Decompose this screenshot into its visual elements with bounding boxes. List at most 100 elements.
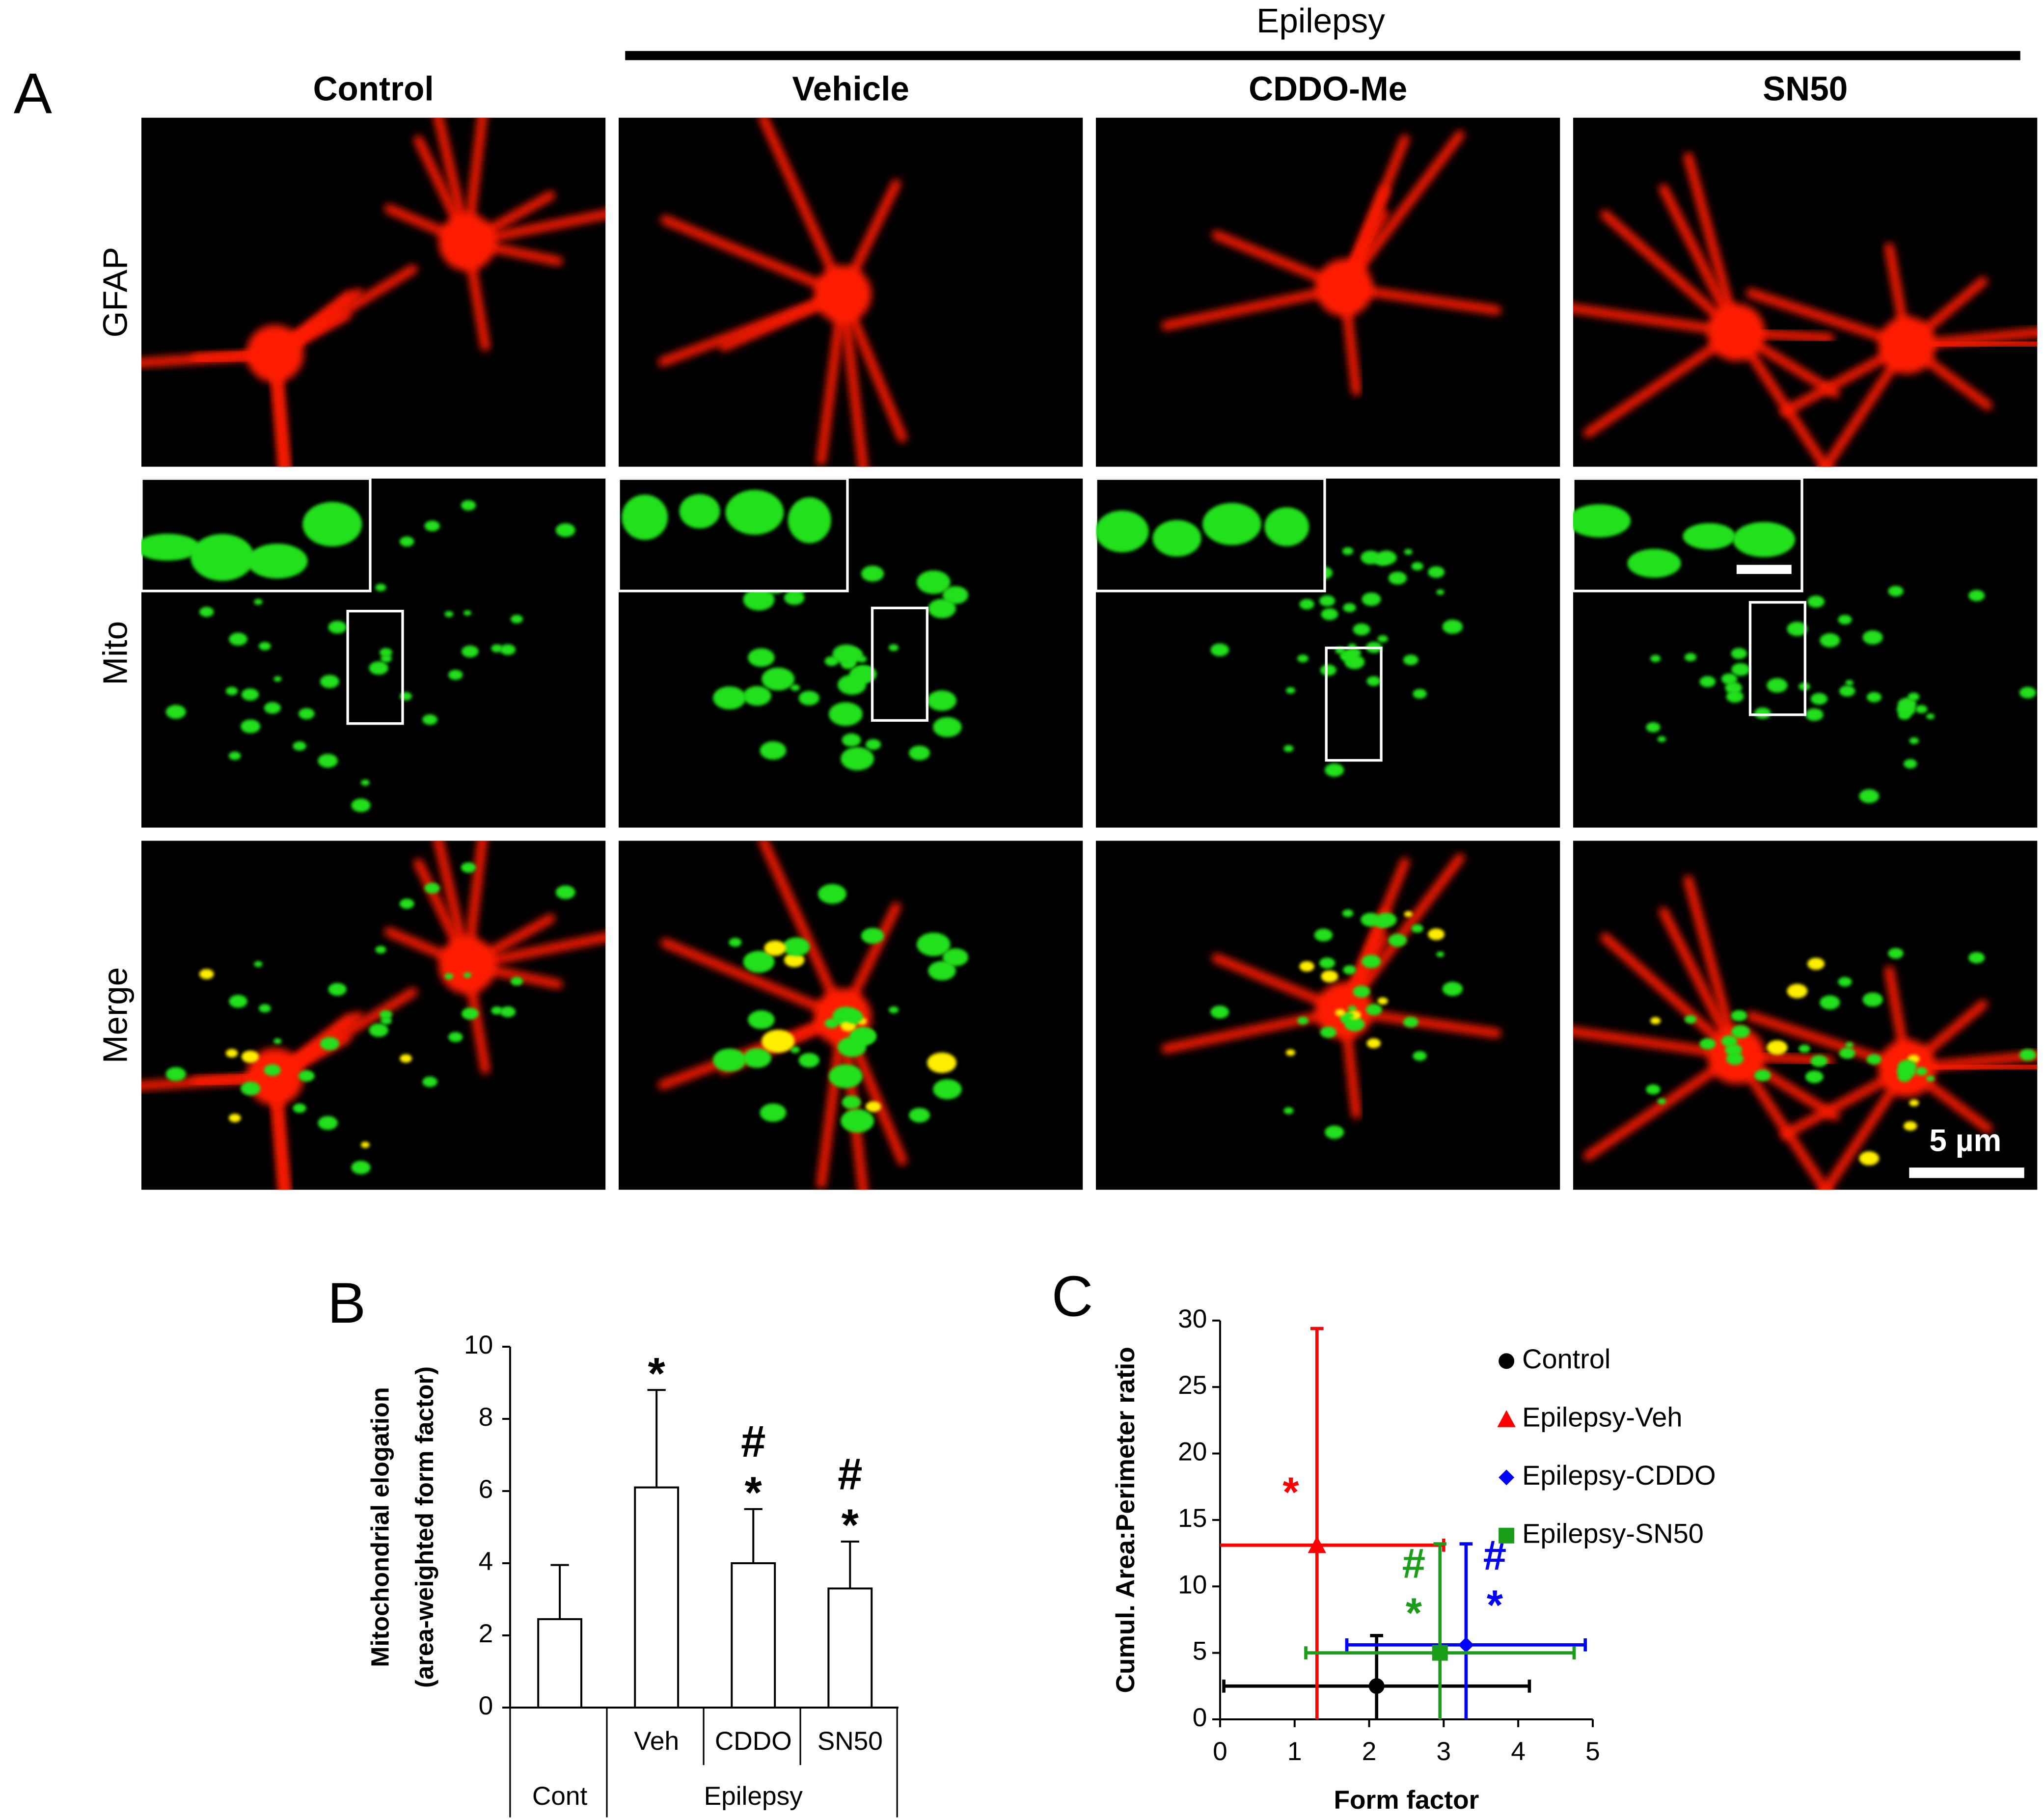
mito-particle	[491, 1006, 503, 1015]
mito-particle	[375, 583, 386, 592]
mito-particle	[1859, 1151, 1880, 1166]
mito-particle	[165, 705, 186, 719]
y-tick-label: 25	[1178, 1371, 1207, 1400]
mito-particle	[1413, 689, 1427, 699]
legend-label: Epilepsy-CDDO	[1522, 1460, 1716, 1491]
mito-particle	[942, 948, 969, 967]
mito-particle	[1362, 954, 1381, 968]
mito-particle	[2019, 1049, 2036, 1061]
gfap-process	[660, 215, 847, 299]
mito-particle	[1968, 590, 1985, 601]
micrograph	[141, 841, 606, 1190]
mito-particle	[510, 977, 523, 986]
legend-marker	[1499, 1353, 1515, 1369]
mito-particle	[748, 648, 775, 667]
mito-particle	[1283, 1107, 1294, 1114]
mito-particle	[1411, 562, 1423, 571]
mito-particle	[784, 591, 805, 605]
y-axis-label: Cumul. Area:Perimeter ratio	[1111, 1347, 1140, 1693]
x-tick-label: Veh	[634, 1727, 679, 1756]
mito-particle	[1353, 623, 1370, 636]
mito-particle	[1810, 1055, 1828, 1067]
mito-particle	[500, 1006, 516, 1018]
mito-particle	[909, 1108, 930, 1123]
inset-particle	[302, 502, 362, 547]
mito-particle	[1320, 664, 1336, 676]
gfap-process	[1339, 130, 1465, 293]
mito-particle	[1376, 550, 1397, 565]
mito-particle	[448, 1032, 463, 1042]
mito-particle	[1411, 924, 1423, 933]
mito-particle	[1366, 676, 1381, 686]
mito-particle	[273, 676, 282, 682]
mito-particle	[1926, 713, 1935, 720]
mito-particle	[298, 1070, 315, 1082]
mito-particle	[293, 741, 306, 751]
inset-particle	[1733, 522, 1796, 557]
mito-particle	[1388, 933, 1407, 947]
mito-particle	[369, 1023, 388, 1037]
panel-label: C	[1052, 1264, 1093, 1329]
zoom-box	[1748, 601, 1807, 716]
mito-particle	[1319, 595, 1335, 607]
gfap-process	[1573, 303, 1741, 337]
mito-particle	[1299, 961, 1314, 972]
gfap-process	[1600, 210, 1741, 337]
mito-particle	[369, 661, 388, 675]
mito-particle	[1968, 952, 1985, 964]
mito-particle	[1839, 685, 1855, 697]
mito-particle	[1838, 615, 1852, 625]
gfap-process	[1573, 1027, 1741, 1060]
y-tick-label: 6	[479, 1475, 493, 1504]
mito-particle	[841, 747, 874, 771]
legend-marker	[1499, 1469, 1515, 1486]
mito-particle	[461, 645, 479, 658]
mito-particle	[1903, 759, 1917, 769]
significance-mark: #	[1402, 1540, 1425, 1587]
mito-particle	[318, 1116, 338, 1130]
mito-particle	[298, 708, 315, 720]
column-header: Control	[313, 70, 434, 108]
mito-particle	[1343, 965, 1356, 975]
mito-particle	[461, 862, 476, 873]
gfap-soma	[246, 1048, 304, 1106]
y-axis-label: (area-weighted form factor)	[410, 1366, 438, 1688]
mito-particle	[783, 937, 810, 956]
y-tick-label: 15	[1178, 1504, 1207, 1533]
mito-particle	[764, 940, 786, 956]
mito-particle	[1915, 1067, 1928, 1076]
mito-particle	[917, 570, 951, 594]
mito-particle	[1325, 1125, 1344, 1139]
mito-particle	[1866, 1054, 1882, 1065]
mito-particle	[1898, 1059, 1917, 1073]
mito-particle	[1787, 622, 1808, 636]
y-tick-label: 30	[1178, 1304, 1207, 1333]
mito-particle	[1862, 992, 1883, 1007]
mito-particle	[933, 1079, 962, 1100]
mito-particle	[841, 1021, 856, 1032]
y-tick-label: 5	[1193, 1637, 1207, 1666]
mito-particle	[320, 675, 339, 688]
mito-particle	[1767, 678, 1788, 693]
mito-particle	[743, 588, 775, 611]
mito-particle	[1820, 633, 1840, 648]
mito-particle	[1377, 635, 1388, 643]
micrograph	[1573, 117, 2038, 467]
mito-particle	[1807, 596, 1825, 608]
significance-mark: *	[1406, 1590, 1422, 1637]
zoom-box	[871, 606, 929, 722]
mito-particle	[510, 615, 523, 624]
mito-particle	[1210, 643, 1229, 656]
mito-particle	[448, 670, 463, 680]
mito-particle	[1862, 630, 1883, 645]
mito-particle	[241, 1050, 259, 1063]
scale-bar	[1909, 1168, 2024, 1178]
significance-mark: *	[1282, 1469, 1299, 1516]
mito-particle	[743, 686, 771, 706]
mito-particle	[1442, 981, 1463, 996]
micrograph	[141, 117, 606, 467]
mito-particle	[837, 1036, 867, 1057]
mito-particle	[1436, 589, 1444, 595]
